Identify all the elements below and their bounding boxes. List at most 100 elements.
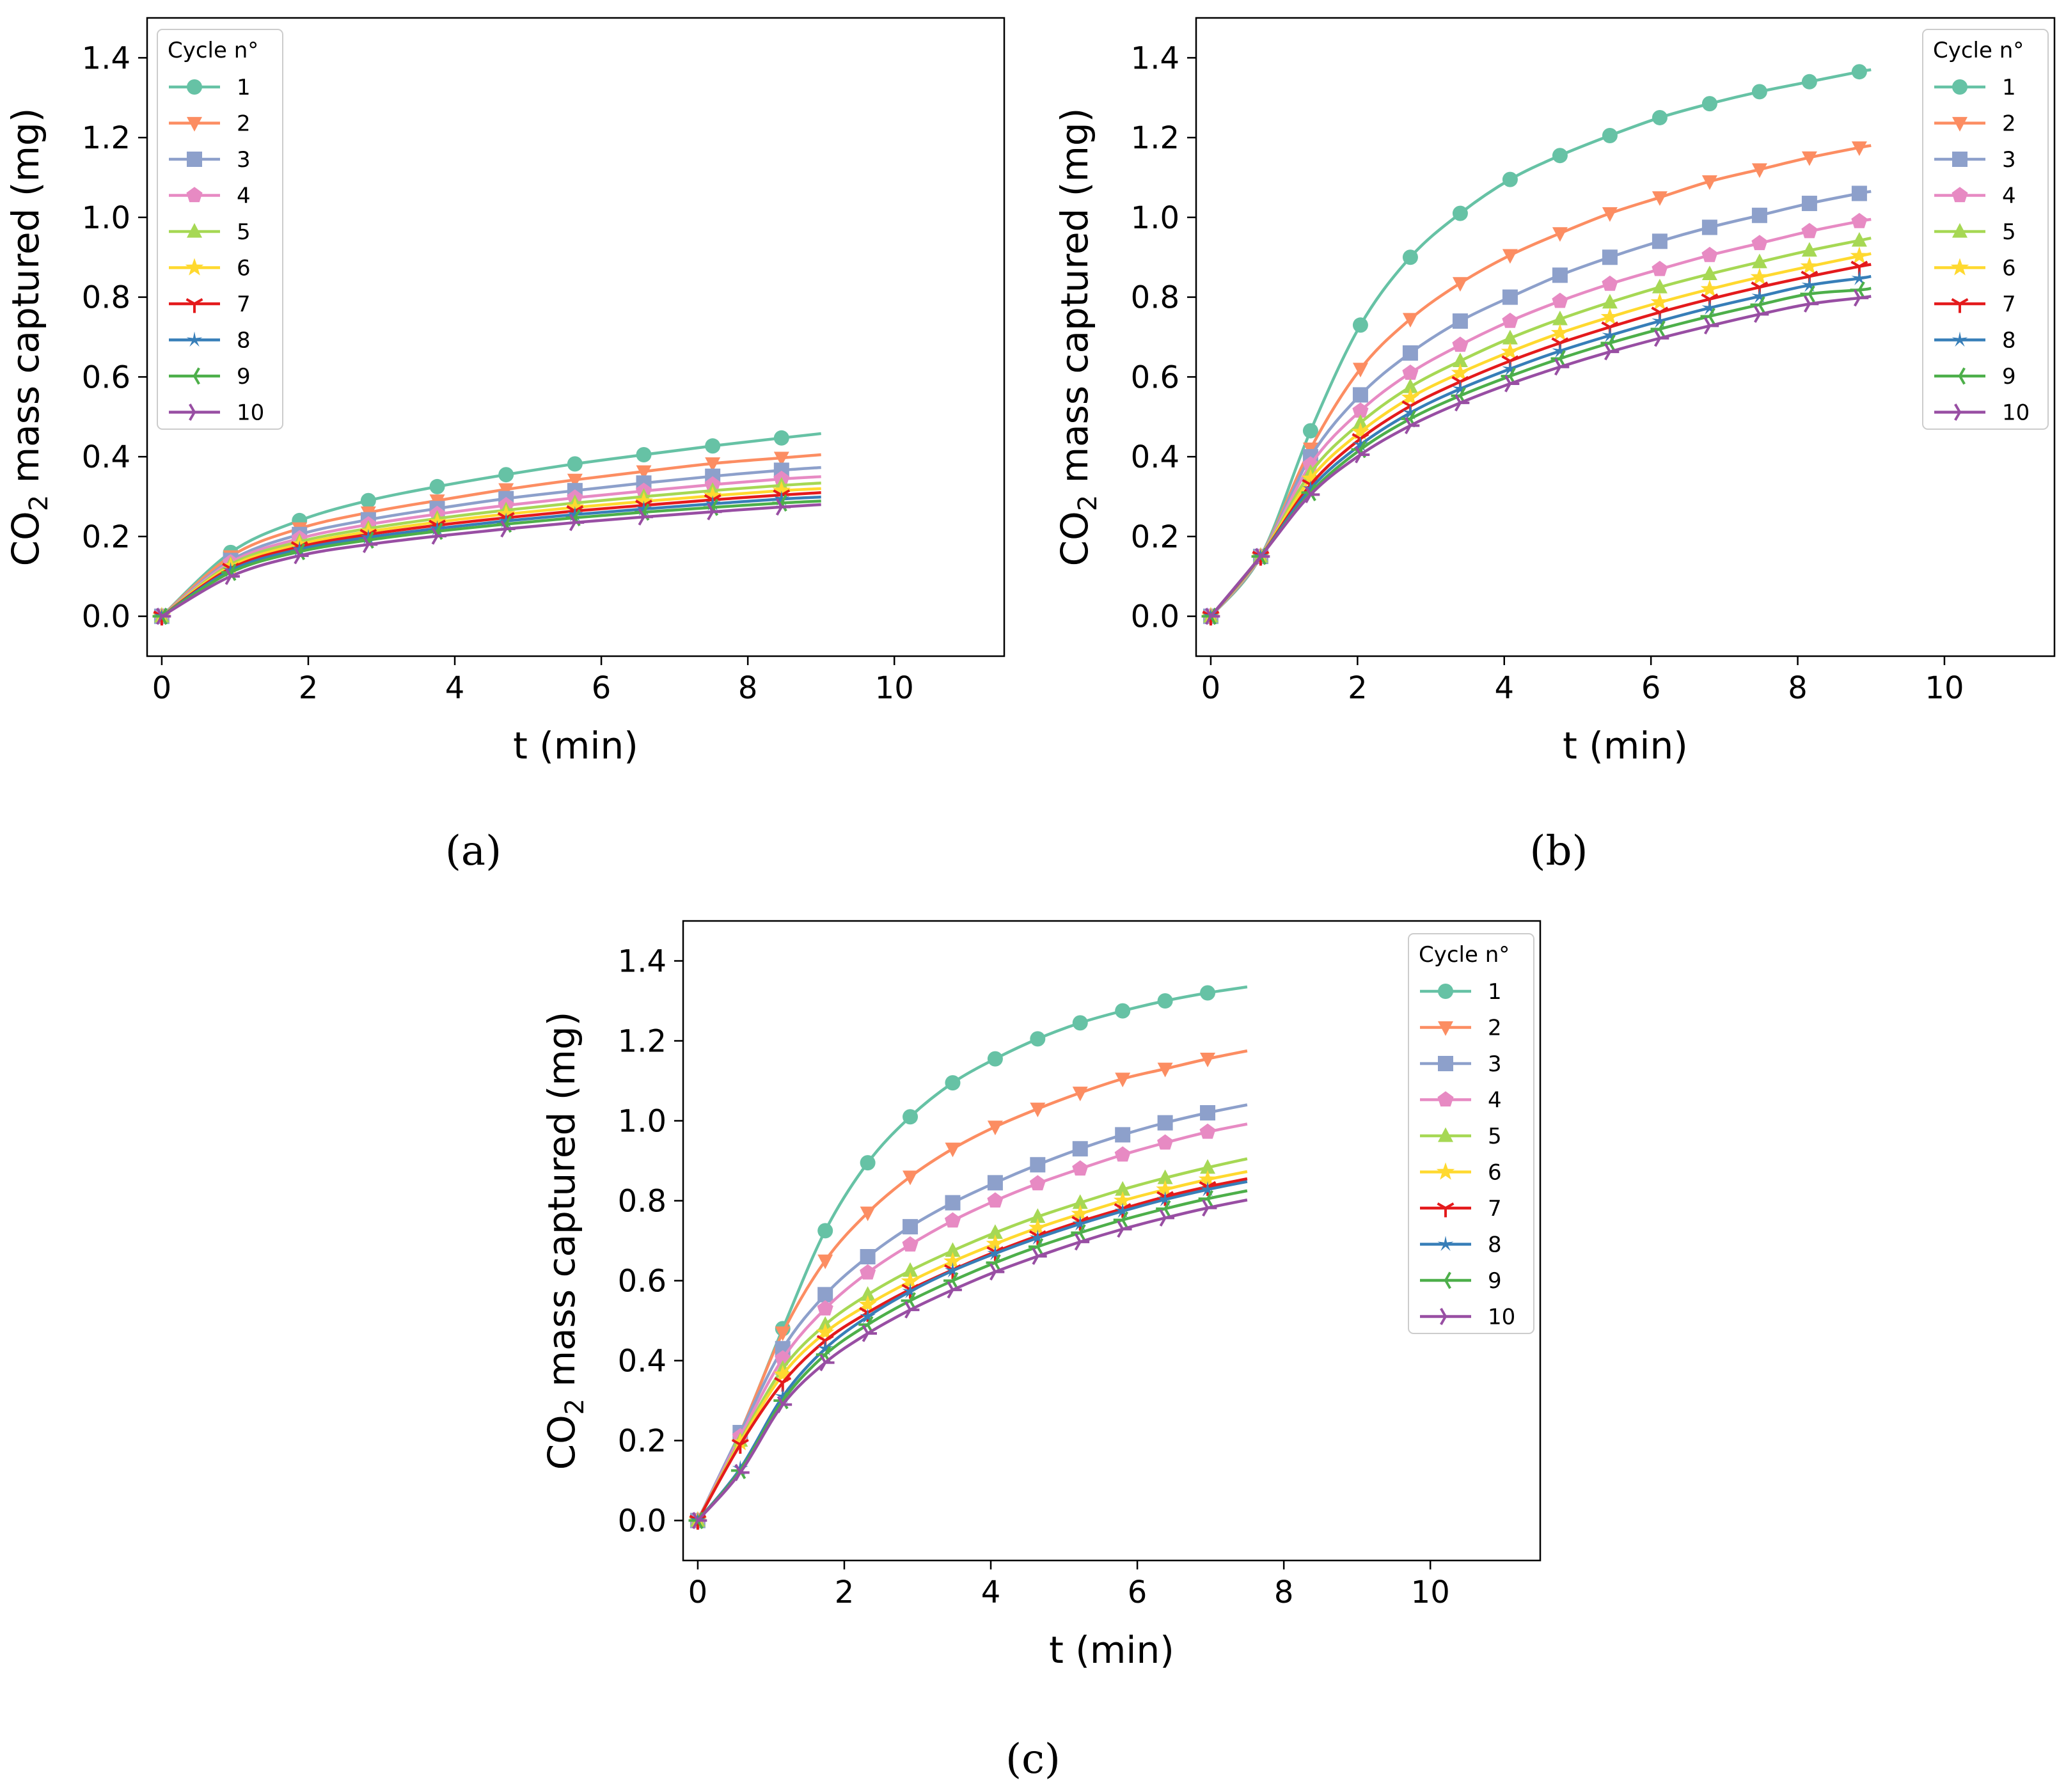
legend-entry: 1 [169, 75, 251, 100]
series-10 [155, 498, 821, 625]
series-5-point [903, 1262, 919, 1277]
series-6-point [901, 1271, 920, 1289]
legend-entry: 6 [169, 256, 251, 281]
series-2-point [775, 1326, 791, 1341]
series-6-point [986, 1234, 1005, 1252]
series-1-point [1402, 249, 1418, 265]
legend-swatch-marker [1954, 404, 1969, 421]
series-1-point [1115, 1003, 1131, 1019]
x-axis-label: t (min) [513, 724, 638, 767]
series-10-point [1304, 485, 1320, 503]
series-6-point [1156, 1180, 1174, 1198]
legend: Cycle n° 1 2 3 4 5 6 7 8 9 10 [157, 29, 283, 430]
x-tick-label: 10 [1411, 1575, 1450, 1610]
series-4-point [987, 1192, 1004, 1208]
legend-entry: 9 [1934, 364, 2016, 389]
legend-entry-label: 6 [237, 256, 251, 281]
series-3-point [1157, 1115, 1173, 1131]
legend-swatch-marker [1438, 1127, 1453, 1142]
series-5-point [1751, 253, 1767, 269]
series-10-point [734, 1464, 750, 1481]
series-10-point [862, 1324, 878, 1342]
series-10-point [1354, 446, 1370, 464]
series-1-point [1157, 993, 1173, 1009]
series-10-point [819, 1354, 835, 1372]
x-tick-label: 10 [875, 670, 914, 706]
y-axis-label: CO2 mass captured (mg) [1053, 108, 1103, 567]
legend-box [157, 29, 283, 430]
series-8-point [704, 495, 721, 511]
legend-entry-label: 6 [1488, 1160, 1502, 1186]
series-6-point [1198, 1170, 1217, 1188]
legend-swatch-marker [1952, 223, 1967, 238]
series-3-point [1502, 289, 1518, 305]
legend-entry: 3 [169, 147, 251, 173]
series-3-point [903, 1219, 919, 1235]
legend-entry-label: 10 [1488, 1305, 1515, 1330]
series-2-point [1115, 1073, 1131, 1088]
series-9-point [1156, 1200, 1171, 1218]
series-6-point [858, 1295, 877, 1313]
series-5-point [1072, 1194, 1088, 1209]
legend-box [1408, 933, 1534, 1334]
series-10-point [777, 1395, 792, 1413]
legend-entry-label: 2 [2002, 111, 2016, 137]
legend: Cycle n° 1 2 3 4 5 6 7 8 9 10 [1408, 933, 1534, 1334]
legend-swatch-marker [187, 223, 202, 238]
series-1-point [1030, 1031, 1046, 1047]
series-8-point [1302, 480, 1319, 496]
series-3-point [1072, 1141, 1088, 1157]
legend-swatch-marker [185, 258, 204, 276]
series-10-point [1703, 317, 1719, 335]
series-2-point [1072, 1087, 1088, 1101]
series-8-point [1199, 1181, 1216, 1197]
series-2-point [1200, 1053, 1216, 1067]
series-5-point [1801, 242, 1817, 257]
series-4-point [860, 1264, 876, 1280]
x-tick-label: 4 [445, 670, 465, 706]
series-1-point [498, 467, 514, 483]
series-1-point [636, 447, 652, 463]
series-6-point [1800, 256, 1819, 274]
legend-swatch-marker [1952, 331, 1968, 347]
series-5-point [1502, 329, 1518, 345]
series-2-point [498, 483, 514, 498]
legend-entry: 1 [1420, 979, 1502, 1005]
legend-entry: 4 [1934, 184, 2016, 209]
legend-entry-label: 5 [2002, 219, 2016, 245]
x-tick-label: 4 [1494, 670, 1514, 706]
legend-entry: 2 [1934, 111, 2016, 137]
series-1-point [1701, 96, 1717, 112]
series-3-point [1030, 1157, 1046, 1173]
panel-c-caption: (c) [1005, 1736, 1061, 1783]
series-5-point [1157, 1169, 1173, 1184]
legend-swatch-marker [185, 298, 203, 313]
series-1-point [860, 1155, 876, 1171]
series-1-point [1552, 148, 1568, 164]
series-5-point [1402, 378, 1418, 393]
x-axis-label: t (min) [1049, 1628, 1174, 1672]
series-1-point [1072, 1015, 1088, 1031]
series-5-point [945, 1242, 961, 1257]
series-1-point [567, 456, 583, 472]
series-9-point [1650, 320, 1666, 338]
series-10-point [569, 514, 585, 531]
series-6-point [1750, 267, 1769, 285]
panel-c-chart: 0 2 4 6 8 10 0.0 0.2 0.4 0.6 0.8 1.0 1.2 1.4 t (min) CO… [540, 920, 1542, 1672]
series-7-point [731, 1438, 749, 1454]
legend-entry-label: 2 [1488, 1016, 1502, 1041]
series-8-point [1352, 436, 1369, 452]
series-10-point [1554, 358, 1570, 376]
legend-entry: 3 [1934, 147, 2016, 173]
series-6-point [772, 481, 791, 499]
y-tick-label: 0.4 [82, 439, 130, 475]
y-tick-label: 1.0 [1131, 200, 1179, 236]
series-3-point [1352, 387, 1368, 403]
series-6-point [731, 1433, 750, 1450]
y-tick-label: 1.4 [618, 944, 666, 980]
series-5-point [1602, 294, 1618, 309]
plot-frame [146, 17, 1005, 657]
series-5-point [1851, 232, 1867, 247]
legend-entry: 9 [169, 364, 251, 389]
series-8-point [732, 1460, 748, 1475]
